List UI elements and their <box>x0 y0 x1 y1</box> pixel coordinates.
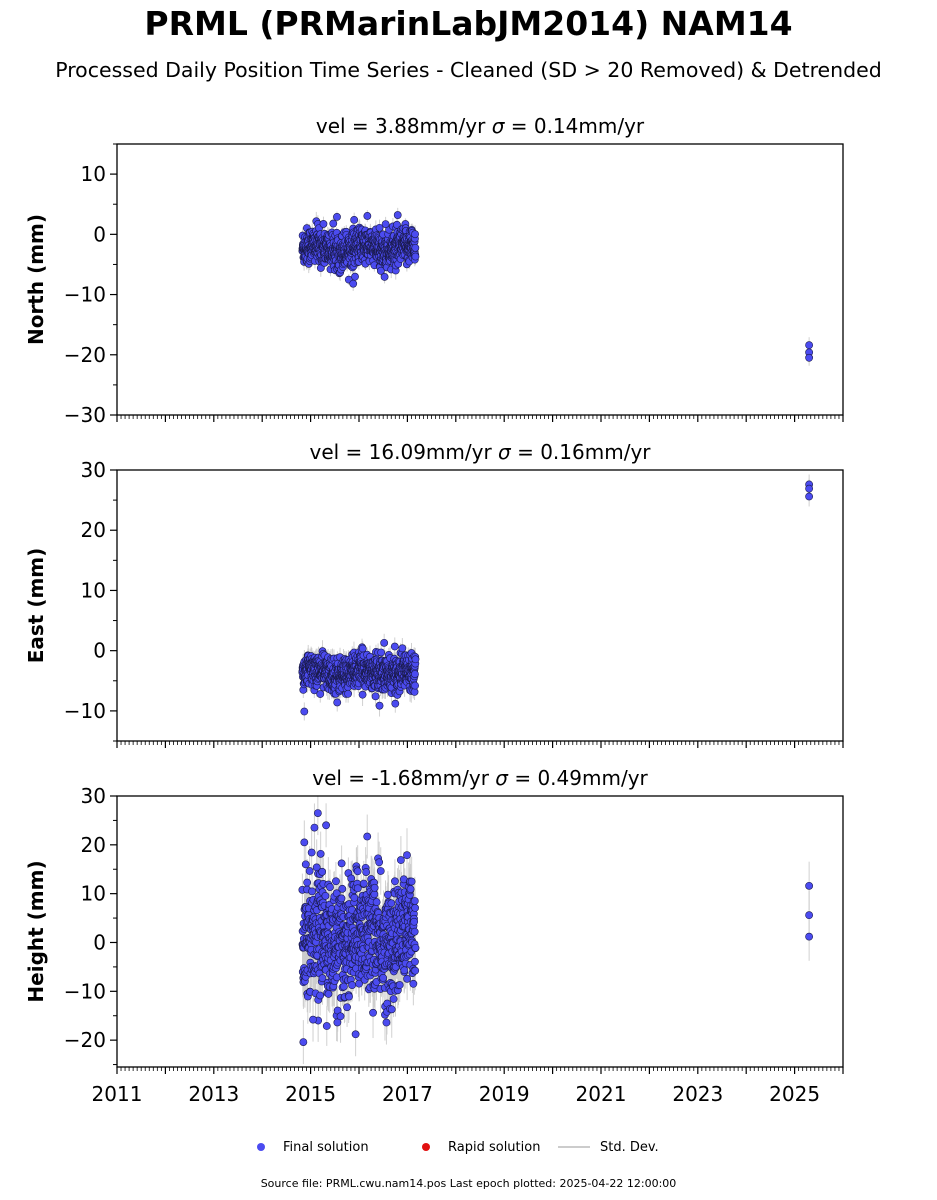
data-point <box>349 279 358 288</box>
data-point <box>805 353 814 362</box>
data-point <box>358 690 367 699</box>
data-point <box>303 878 312 887</box>
data-point <box>316 690 325 698</box>
data-point <box>318 974 327 983</box>
data-point <box>398 644 407 653</box>
data-point <box>350 215 359 224</box>
data-point <box>805 492 814 501</box>
sigma-symbol: σ <box>498 440 512 464</box>
data-point <box>318 867 327 876</box>
y-tick-label: 30 <box>81 458 106 482</box>
data-point <box>380 638 389 647</box>
data-point <box>375 223 384 232</box>
data-point <box>391 699 400 708</box>
data-point <box>380 273 389 281</box>
data-points-east <box>298 474 814 721</box>
data-point <box>393 211 402 219</box>
data-point <box>333 212 341 221</box>
data-point <box>333 1018 342 1027</box>
sigma-symbol: σ <box>492 114 506 138</box>
data-point <box>363 212 372 220</box>
data-point <box>411 243 420 252</box>
chart-subtitle: Processed Daily Position Time Series - C… <box>55 58 882 82</box>
y-axis-label: East (mm) <box>24 548 48 664</box>
y-tick-label: −10 <box>64 283 106 307</box>
data-point <box>305 867 314 875</box>
panel-north: 10 0 −10 −20 −30 North (mm) vel = 3.88mm/yr σ … <box>24 114 844 427</box>
panel-title: vel = 16.09mm/yr σ = 0.16mm/yr <box>310 440 652 464</box>
data-point <box>358 644 367 653</box>
panel-title: vel = 3.88mm/yr σ = 0.14mm/yr <box>316 114 645 138</box>
data-point <box>805 484 814 493</box>
data-point <box>322 1022 331 1030</box>
data-point <box>319 220 328 228</box>
y-tick-label: −10 <box>64 699 106 723</box>
data-points-height <box>298 796 814 1065</box>
data-point <box>805 341 814 350</box>
data-point <box>351 272 359 281</box>
data-point <box>321 891 330 900</box>
data-point <box>377 648 386 657</box>
data-point <box>316 991 325 1000</box>
y-tick-label: −20 <box>64 343 106 367</box>
data-point <box>300 707 309 716</box>
data-points-north <box>298 207 814 366</box>
y-axis-label: North (mm) <box>24 214 48 345</box>
data-point <box>390 642 399 651</box>
y-tick-label: 0 <box>93 639 106 663</box>
data-point <box>411 230 419 239</box>
time-series-chart: 10 0 −10 −20 −30 North (mm) vel = 3.88mm/yr σ … <box>24 114 844 1106</box>
data-point <box>308 887 316 896</box>
y-tick-label: 10 <box>81 162 106 186</box>
data-point <box>381 220 390 228</box>
data-point <box>344 689 353 698</box>
y-tick-label: −30 <box>64 403 106 427</box>
plot-frame <box>116 469 844 742</box>
data-point <box>316 849 325 858</box>
chart-title: PRML (PRMarinLabJM2014) NAM14 <box>144 4 793 43</box>
y-tick-label: 20 <box>81 518 106 542</box>
velocity-text: vel = 3.88mm/yr <box>316 114 492 138</box>
y-tick-label: 0 <box>93 222 106 246</box>
data-point <box>324 990 333 998</box>
y-tick-label: 10 <box>81 578 106 602</box>
data-point <box>307 848 316 857</box>
panel-east: 30 20 10 0 −10 East (mm) vel = 16.09mm/yr σ = … <box>24 440 844 748</box>
data-point <box>326 883 334 891</box>
sigma-text: = 0.16mm/yr <box>511 440 652 464</box>
plot-frame <box>116 143 844 416</box>
data-point <box>411 681 419 690</box>
data-point <box>411 670 419 678</box>
sigma-text: = 0.14mm/yr <box>504 114 645 138</box>
data-point <box>332 877 340 886</box>
data-point <box>411 655 420 664</box>
data-point <box>333 698 342 707</box>
data-point <box>310 823 319 832</box>
data-point <box>329 219 338 228</box>
data-point <box>411 252 420 261</box>
data-point <box>371 692 380 701</box>
data-point <box>376 266 385 275</box>
data-point <box>375 701 384 710</box>
velocity-text: vel = 16.09mm/yr <box>310 440 499 464</box>
